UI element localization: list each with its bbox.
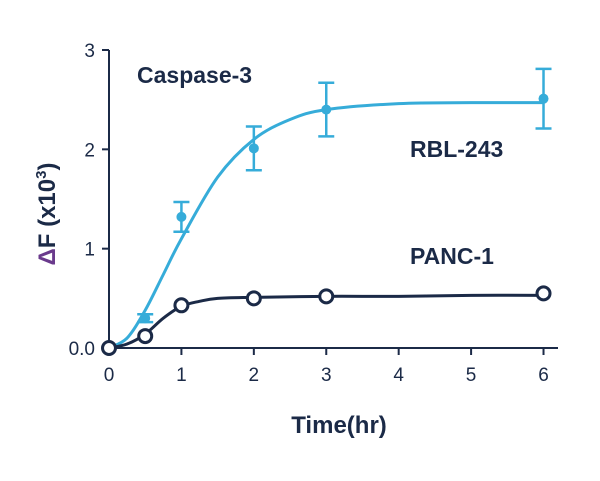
y-axis-main: F (x10 [34,179,61,248]
x-tick-label: 3 [321,365,332,386]
series-label-panc-1: PANC-1 [410,243,494,269]
data-point-panc-1 [101,340,117,356]
data-point-panc-1 [535,285,552,302]
data-points [101,93,552,356]
x-tick-label: 2 [249,365,260,386]
y-axis-delta: Δ [34,248,61,265]
data-point-panc-1 [245,290,262,307]
data-point-rbl-243 [140,313,151,324]
x-tick-label: 6 [538,365,549,386]
y-tick-label: 1 [84,240,95,261]
axes [108,50,558,349]
y-tick-label: 0.0 [69,339,95,360]
y-axis-sup: 3 [33,171,50,179]
series-label-rbl-243: RBL-243 [410,136,503,162]
data-point-panc-1 [173,297,190,314]
y-axis-title: ΔF (x103) [33,163,61,266]
y-tick-label: 3 [84,41,95,62]
x-tick-label: 5 [466,365,477,386]
y-axis-close: ) [34,163,61,171]
y-tick-label: 2 [84,140,95,161]
data-point-panc-1 [137,328,154,345]
data-point-panc-1 [318,288,335,305]
x-tick-label: 4 [393,365,404,386]
x-tick-label: 0 [104,365,115,386]
fit-curve-rbl-243 [108,101,544,350]
data-point-rbl-243 [176,211,187,222]
x-axis-title: Time(hr) [291,412,387,439]
data-point-rbl-243 [248,143,259,154]
data-point-rbl-243 [321,104,332,115]
x-tick-label: 1 [176,365,187,386]
ticks: 0 1 2 3 4 5 6 0.0 1 2 3 [69,41,549,386]
data-point-rbl-243 [538,93,549,104]
annotation-caspase: Caspase-3 [137,62,252,88]
